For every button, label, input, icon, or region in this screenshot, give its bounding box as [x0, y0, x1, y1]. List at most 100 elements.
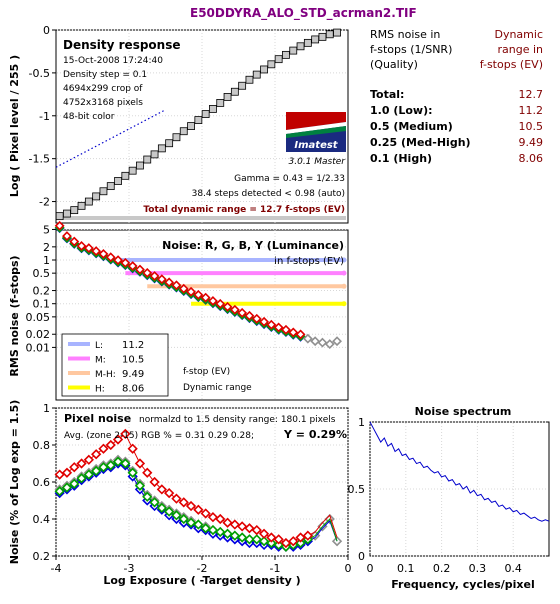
legend-note-fstop: f-stop (EV) — [183, 367, 230, 377]
pixel-noise-marker-R — [105, 439, 116, 451]
pixel-noise-marker-G — [215, 526, 226, 538]
pixel-noise-marker-R — [171, 493, 182, 504]
summary-head-right-3: f-stops (EV) — [480, 58, 543, 71]
noise-spectrum-panel: Noise spectrum 0 0.1 0.2 0.3 0.4 1 0.5 0 Freque… — [348, 405, 550, 591]
density-marker — [303, 38, 312, 47]
noise-stops-marker — [200, 292, 211, 303]
density-marker — [99, 187, 108, 196]
density-y-ticks: 0 -0.5 -1 -1.5 -2 — [29, 24, 56, 209]
spectrum-x-tick-label: 0.4 — [504, 562, 522, 575]
noise-stops-y-ticks: 5 210.5 0.20.10.05 0.020.01 — [26, 223, 56, 354]
density-range-bar — [58, 216, 346, 220]
noise-stops-marker — [113, 255, 123, 266]
noise-stops-marker — [149, 271, 160, 281]
noise-stops-marker — [251, 313, 262, 324]
pixel-noise-marker-G — [61, 482, 73, 493]
pixel-noise-marker-R — [258, 528, 270, 539]
pixel-noise-marker-G — [222, 528, 233, 539]
legend-value: 11.2 — [122, 340, 144, 351]
pixel-noise-marker-G — [229, 530, 240, 541]
density-marker — [267, 60, 276, 69]
summary-row-medhigh-value: 9.49 — [519, 136, 544, 149]
pixel-noise-marker-R — [134, 458, 146, 469]
pixel-noise-marker-G — [149, 497, 160, 508]
noise-stops-marker — [142, 267, 153, 278]
noise-stops-marker — [105, 252, 116, 263]
density-marker — [245, 75, 254, 84]
summary-table: RMS noise in f-stops (1/SNR) (Quality) D… — [370, 28, 543, 165]
noise-stops-marker — [62, 231, 72, 242]
noise-stops-marker — [295, 329, 306, 340]
density-marker — [238, 81, 247, 90]
pixel-noise-marker-R — [251, 524, 262, 536]
pixel-noise-marker-G — [237, 532, 248, 543]
summary-row-high-value: 8.06 — [519, 152, 544, 165]
pixel-noise-x-axis-label: Log Exposure ( -Target density ) — [103, 574, 300, 587]
noise-stops-marker — [208, 296, 218, 306]
density-title: Density response — [63, 38, 181, 52]
density-marker — [230, 87, 239, 96]
pixel-noise-marker-G — [200, 523, 211, 534]
density-y-tick-label: -1.5 — [29, 153, 50, 166]
density-marker — [325, 30, 334, 39]
noise-spectrum-line — [369, 421, 550, 522]
noise-stops-marker — [273, 322, 284, 333]
pixel-noise-marker-G — [127, 467, 138, 478]
pixel-noise-marker-G — [156, 502, 167, 514]
pixel-noise-marker-R — [193, 504, 204, 515]
density-panel: 0-0.5-1-1.5-2 Log ( Pixel level / 255 ) … — [8, 24, 349, 224]
density-marker — [179, 127, 188, 136]
noise-stops-marker — [266, 319, 277, 330]
legend-label: M: — [95, 356, 106, 366]
pixel-noise-marker-G — [207, 524, 219, 536]
density-info-pixels: 4752x3168 pixels — [63, 98, 143, 108]
noise-stops-marker — [317, 337, 328, 348]
summary-row-medhigh-label: 0.25 (Med-High) — [370, 136, 471, 149]
threshold-end-dot — [341, 257, 347, 263]
noise-stops-marker — [237, 307, 248, 318]
spectrum-y-tick-label: 1 — [358, 416, 365, 429]
noise-stops-marker — [178, 283, 189, 294]
pixel-noise-y-tick-label: 0.2 — [33, 550, 51, 563]
density-grid — [57, 29, 347, 223]
threshold-end-dot — [341, 283, 347, 289]
density-marker — [84, 197, 93, 206]
noise-stops-y-axis-label: RMS noise (f-stops) — [8, 255, 21, 376]
gamma-label: Gamma = 0.43 = 1/2.33 — [234, 174, 345, 184]
total-dynamic-range: Total dynamic range = 12.7 f-stops (EV) — [143, 205, 345, 215]
legend-swatch-dot — [77, 371, 81, 375]
pixel-noise-marker-R — [185, 500, 197, 512]
density-y-axis-label: Log ( Pixel level / 255 ) — [8, 55, 21, 197]
noise-stops-marker — [302, 333, 313, 344]
density-info-step: Density step = 0.1 — [63, 70, 147, 80]
noise-stops-marker — [127, 261, 138, 271]
noise-stops-marker — [83, 243, 94, 254]
pixel-noise-marker-G — [105, 460, 116, 471]
density-marker — [333, 28, 341, 37]
legend-label: H: — [95, 385, 105, 395]
pixel-noise-y-tick-label: 0.4 — [33, 513, 51, 526]
pixel-noise-marker-R — [156, 484, 167, 495]
pixel-noise-marker-G — [112, 456, 124, 467]
pixel-noise-marker-R — [120, 428, 131, 440]
spectrum-y-tick-label: 0.5 — [348, 483, 366, 496]
density-marker — [63, 209, 71, 218]
noise-stops-marker — [91, 246, 102, 257]
summary-head-right-1: Dynamic — [494, 28, 543, 41]
legend-value: 8.06 — [122, 384, 144, 395]
noise-stops-marker — [135, 264, 145, 275]
density-fit-line — [55, 109, 166, 168]
noise-stops-marker — [215, 298, 226, 309]
summary-row-low-value: 11.2 — [519, 104, 544, 117]
density-marker — [121, 171, 130, 180]
noise-stops-y-tick-label: 1 — [43, 254, 50, 267]
density-marker — [318, 32, 327, 41]
noise-stops-marker — [76, 241, 87, 251]
density-marker — [128, 166, 137, 175]
pixel-noise-marker-R — [200, 508, 211, 519]
spectrum-x-tick-label: 0 — [367, 562, 374, 575]
pixel-noise-marker-G — [54, 486, 65, 497]
summary-head-left-3: (Quality) — [370, 58, 418, 71]
summary-row-total-value: 12.7 — [519, 88, 544, 101]
pixel-noise-y-tick-label: 0.8 — [33, 439, 51, 452]
